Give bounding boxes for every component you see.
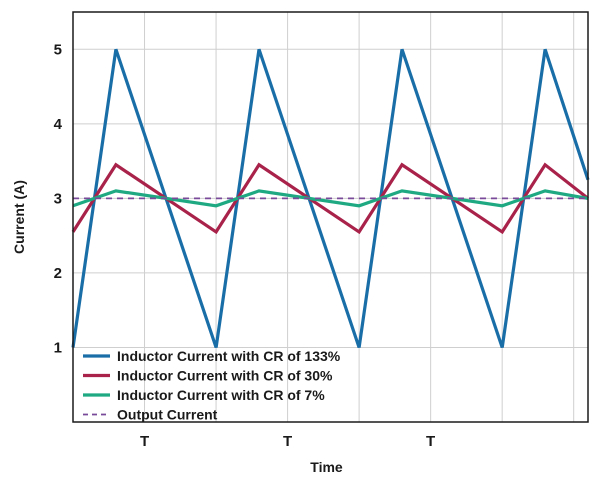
series-line-2 [71, 162, 589, 235]
series-line-1 [71, 48, 590, 349]
series-line-3 [72, 189, 589, 208]
x-tick-label: T [283, 433, 292, 450]
y-axis-title: Current (A) [11, 180, 27, 254]
legend-label: Output Current [117, 407, 218, 423]
legend-label: Inductor Current with CR of 30% [117, 368, 333, 384]
x-tick-label: T [140, 433, 149, 450]
legend-label: Inductor Current with CR of 7% [117, 387, 325, 403]
y-tick-label: 1 [54, 339, 62, 356]
x-axis-title: Time [310, 459, 343, 475]
plot-series [71, 48, 590, 349]
legend-label: Inductor Current with CR of 133% [117, 348, 341, 364]
y-tick-label: 3 [54, 190, 62, 207]
y-tick-label: 2 [54, 265, 62, 282]
legend: Inductor Current with CR of 133% Inductor… [83, 348, 341, 423]
x-tick-label: T [426, 433, 435, 450]
y-tick-labels: 1 2 3 4 5 [54, 41, 63, 356]
y-tick-label: 5 [54, 41, 62, 58]
y-tick-label: 4 [54, 116, 63, 133]
plot-frame [72, 11, 589, 423]
